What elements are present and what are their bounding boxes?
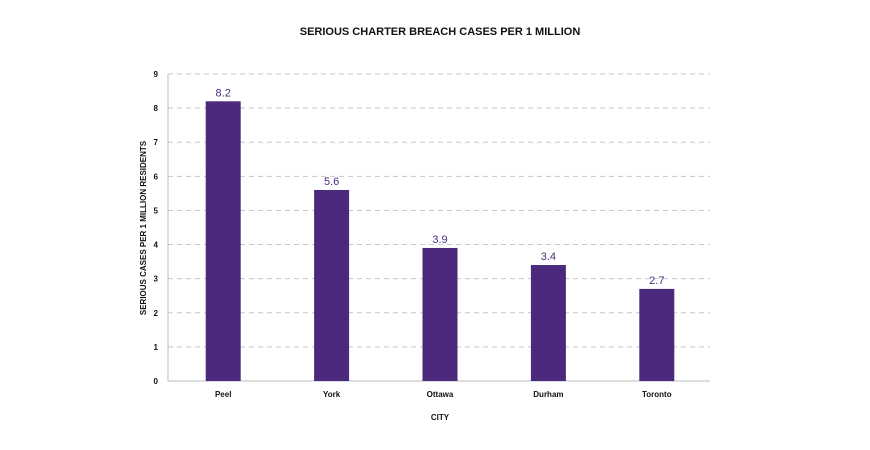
y-tick-label: 7: [154, 138, 159, 147]
x-axis-label: CITY: [431, 413, 450, 422]
y-tick-label: 4: [154, 241, 159, 250]
bar-york: [314, 189, 350, 381]
x-tick-label: Peel: [215, 390, 231, 399]
bar-ottawa: [422, 247, 458, 381]
x-tick-label: Durham: [533, 390, 563, 399]
y-tick-label: 8: [154, 104, 159, 113]
bar-toronto: [639, 288, 675, 381]
data-label: 8.2: [216, 87, 231, 99]
x-tick-label: Ottawa: [427, 390, 454, 399]
data-label: 3.9: [432, 234, 447, 246]
y-axis-label: SERIOUS CASES PER 1 MILLION RESIDENTS: [139, 140, 148, 315]
y-tick-label: 3: [154, 275, 159, 284]
x-tick-label: York: [323, 390, 341, 399]
bar-durham: [530, 265, 566, 381]
data-label: 5.6: [324, 176, 339, 188]
y-tick-label: 6: [154, 172, 159, 181]
y-tick-label: 0: [154, 377, 159, 386]
y-tick-label: 1: [154, 343, 159, 352]
chart-title: SERIOUS CHARTER BREACH CASES PER 1 MILLI…: [300, 26, 581, 38]
x-tick-label: Toronto: [642, 390, 672, 399]
bar-peel: [205, 101, 241, 382]
y-tick-label: 5: [154, 206, 159, 215]
data-label: 2.7: [649, 275, 664, 287]
y-tick-label: 2: [154, 309, 159, 318]
y-tick-label: 9: [154, 70, 159, 79]
data-label: 3.4: [541, 251, 556, 263]
